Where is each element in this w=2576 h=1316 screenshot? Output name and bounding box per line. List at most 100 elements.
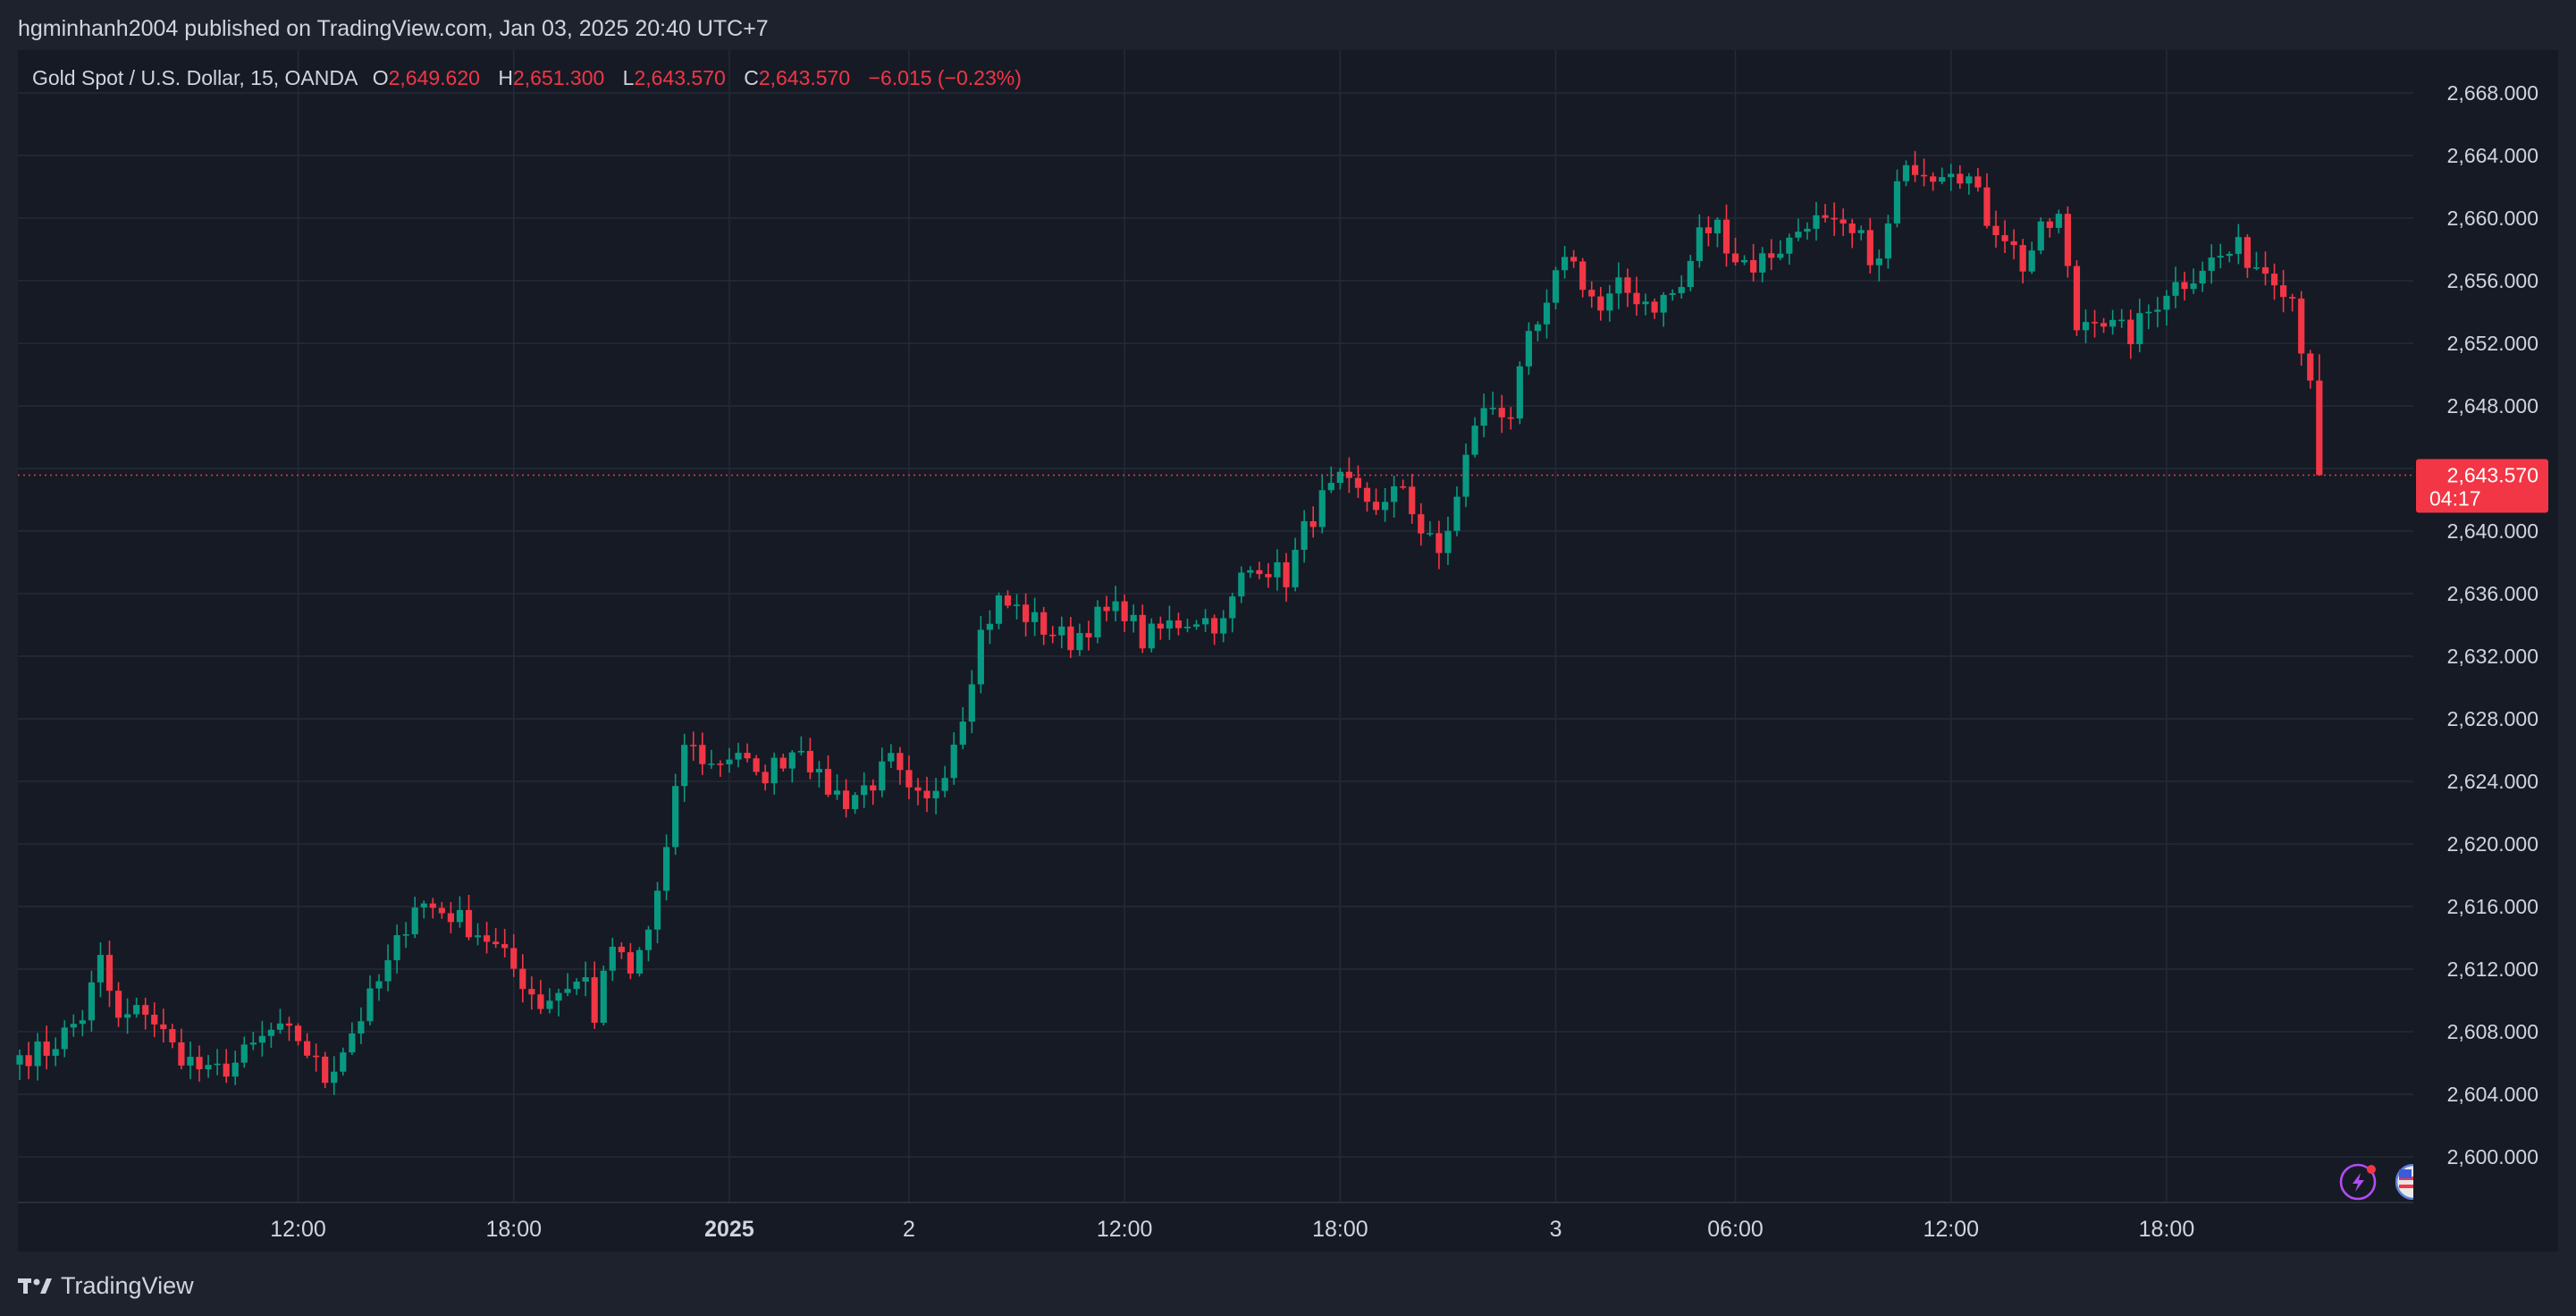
candle-down — [178, 1042, 185, 1066]
brand-footer[interactable]: TradingView — [18, 1270, 194, 1302]
candle-up — [1884, 223, 1891, 259]
candle-up — [2118, 319, 2126, 322]
candle-up — [52, 1049, 59, 1056]
candle-up — [79, 1020, 86, 1025]
candle-up — [1058, 626, 1065, 636]
candle-down — [294, 1025, 302, 1042]
candle-down — [1121, 601, 1128, 621]
candle-up — [644, 929, 652, 950]
candle-up — [61, 1027, 68, 1050]
candle-down — [1839, 219, 1847, 224]
candle-down — [1139, 614, 1146, 649]
grid-lines — [18, 50, 2413, 1203]
candle-up — [1642, 301, 1649, 305]
candles — [16, 150, 2323, 1095]
candle-down — [744, 753, 751, 759]
candle-down — [1731, 253, 1739, 263]
candle-down — [1040, 612, 1048, 635]
symbol-legend: Gold Spot / U.S. Dollar, 15, OANDA O2,64… — [32, 63, 1034, 93]
time-tick-label: 12:00 — [1097, 1217, 1153, 1242]
candle-down — [1911, 164, 1919, 175]
brand-name: TradingView — [61, 1271, 194, 1299]
candle-up — [349, 1033, 356, 1053]
candle-up — [941, 778, 948, 791]
candle-down — [905, 770, 913, 788]
candle-up — [1606, 293, 1613, 311]
candle-down — [492, 941, 500, 945]
candle-down — [1409, 486, 1416, 515]
candle-up — [474, 935, 482, 938]
candle-up — [1534, 324, 1542, 332]
candle-up — [358, 1021, 365, 1034]
candle-up — [1130, 614, 1137, 621]
candle-up — [1382, 502, 1389, 510]
candle-down — [824, 769, 832, 795]
candle-up — [681, 745, 688, 787]
symbol-name[interactable]: Gold Spot / U.S. Dollar, 15, OANDA — [32, 66, 358, 89]
candle-down — [1822, 215, 1829, 218]
candle-down — [1588, 290, 1595, 297]
candle-up — [1301, 520, 1308, 550]
candle-down — [510, 948, 518, 969]
price-tick-label: 2,660.000 — [2447, 207, 2538, 230]
candle-down — [762, 772, 769, 784]
candle-down — [1435, 533, 1443, 553]
candle-up — [411, 907, 418, 935]
candle-down — [1624, 277, 1631, 293]
candle-down — [1004, 595, 1012, 606]
candle-up — [735, 753, 742, 760]
high-label: H — [498, 66, 513, 89]
candle-up — [1893, 181, 1901, 224]
candle-down — [438, 907, 445, 914]
lightning-icon[interactable] — [2339, 1163, 2377, 1201]
candle-up — [2136, 313, 2143, 344]
candle-down — [2100, 323, 2108, 327]
candle-down — [2181, 282, 2188, 290]
change-value: −6.015 (−0.23%) — [868, 66, 1022, 89]
candle-up — [1480, 408, 1487, 426]
flag-icon[interactable] — [2395, 1164, 2430, 1200]
chart-pane[interactable] — [18, 50, 2558, 1252]
candle-down — [1174, 620, 1183, 628]
candle-down — [223, 1063, 230, 1077]
candle-up — [16, 1055, 23, 1065]
time-tick-label: 18:00 — [485, 1217, 542, 1242]
candle-up — [708, 763, 715, 765]
candle-down — [2316, 380, 2323, 476]
candle-down — [501, 944, 509, 949]
candle-down — [1983, 187, 1991, 226]
time-tick-label: 18:00 — [2139, 1217, 2195, 1242]
candle-down — [313, 1055, 320, 1058]
candle-up — [2028, 250, 2035, 272]
candle-up — [1318, 490, 1326, 527]
candle-up — [852, 795, 859, 809]
candle-up — [456, 909, 464, 923]
low-label: L — [622, 66, 635, 89]
candle-up — [600, 970, 607, 1023]
candle-down — [25, 1055, 32, 1067]
candle-up — [2217, 256, 2224, 258]
candle-down — [806, 750, 813, 772]
candle-up — [249, 1042, 257, 1045]
candle-down — [1992, 225, 1999, 236]
candle-up — [1274, 561, 1281, 578]
candle-down — [528, 989, 535, 995]
candle-up — [1292, 549, 1299, 587]
candle-up — [2199, 270, 2206, 284]
candle-up — [672, 786, 679, 848]
bar-countdown-label: 04:17 — [2429, 487, 2481, 510]
candle-down — [142, 1005, 149, 1015]
candle-down — [1570, 257, 1578, 262]
candle-up — [1552, 270, 1560, 303]
candle-up — [1094, 606, 1101, 637]
candle-up — [340, 1052, 347, 1072]
candle-up — [240, 1044, 248, 1063]
candle-down — [914, 787, 922, 791]
candle-up — [950, 744, 957, 779]
candle-down — [484, 935, 491, 942]
candle-up — [1678, 287, 1685, 293]
candle-up — [1795, 232, 1802, 238]
candle-down — [779, 757, 787, 769]
candle-up — [1669, 292, 1676, 295]
